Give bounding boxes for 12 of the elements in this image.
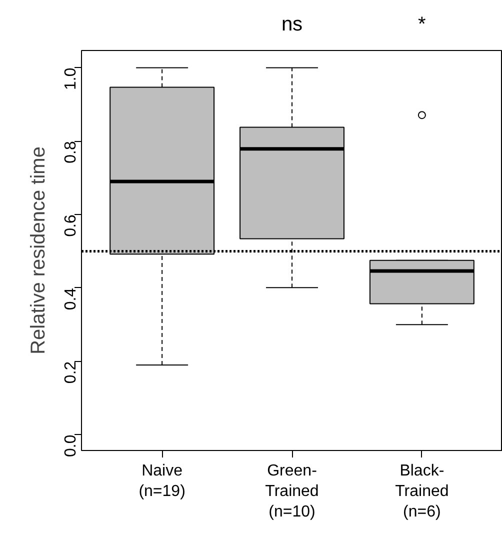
y-tick-label: 1.0 [62,68,80,90]
y-tick-label: 0.2 [62,361,80,384]
text: ns [281,14,303,36]
x-tick-label: Naive (n=19) [138,462,186,500]
y-axis-title: Relative residence time [28,146,50,354]
y-tick-label: 0.0 [62,434,80,457]
y-tick-label: 0.4 [62,288,80,310]
y-tick-label: 0.8 [62,141,80,164]
x-tick-label: Black- Trained (n=6) [395,462,449,520]
y-tick-label: 0.6 [62,214,80,237]
x-tick-label: Green- Trained (n=10) [265,462,319,520]
text: * [418,14,426,36]
